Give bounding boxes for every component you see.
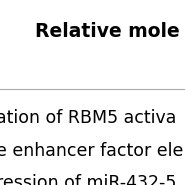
Text: e enhancer factor ele: e enhancer factor ele bbox=[0, 142, 184, 159]
Text: Relative mole: Relative mole bbox=[35, 22, 180, 41]
Text: ression of miR-432-5: ression of miR-432-5 bbox=[0, 174, 177, 185]
Text: ation of RBM5 activa: ation of RBM5 activa bbox=[0, 109, 177, 127]
